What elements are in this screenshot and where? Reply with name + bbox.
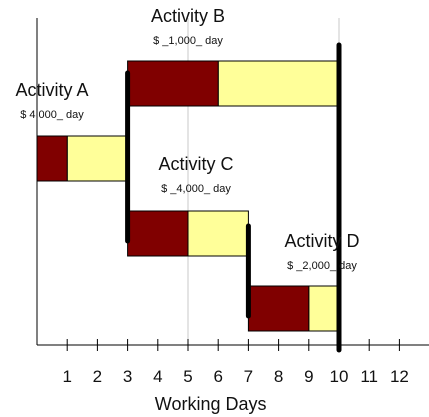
x-tick-label-3: 3 [123,367,132,386]
activity-a-name: Activity A [15,80,88,100]
activity-c-name: Activity C [158,154,233,174]
activity-d-rate: $ _2,000_ day [287,260,357,272]
activity-b-duration-bar [127,60,219,107]
activity-b-slack-bar [217,60,340,107]
activity-d-slack-bar [308,285,340,332]
x-axis-ticks: 1 2 3 4 5 6 7 8 9 10 11 12 [62,339,409,386]
x-tick-label-12: 12 [390,367,409,386]
x-tick-label-9: 9 [304,367,313,386]
x-tick-label-1: 1 [62,367,71,386]
activity-d-name: Activity D [284,231,359,251]
activity-c-rate: $ _4,000_ day [161,183,231,195]
x-axis-title: Working Days [155,394,267,414]
x-tick-label-6: 6 [213,367,222,386]
milestone-lines [125,42,342,353]
x-tick-label-4: 4 [153,367,162,386]
activity-c-slack-bar [187,210,249,257]
activity-b-rate: $ _1,000_ day [153,35,223,47]
activity-labels: Activity A $ 4,000_ day Activity B $ _1,000… [15,6,359,272]
activity-d-duration-bar [247,285,310,332]
activity-b-name: Activity B [151,6,225,26]
x-tick-label-10: 10 [330,367,349,386]
x-tick-label-5: 5 [183,367,192,386]
activity-a-duration-bar [36,135,68,182]
x-tick-label-8: 8 [274,367,283,386]
axes [36,18,429,346]
x-tick-label-11: 11 [360,367,378,386]
x-tick-label-7: 7 [244,367,253,386]
x-tick-label-2: 2 [93,367,102,386]
activity-c-duration-bar [127,210,189,257]
activity-a-slack-bar [66,135,129,182]
activity-a-rate: $ 4,000_ day [20,109,84,121]
